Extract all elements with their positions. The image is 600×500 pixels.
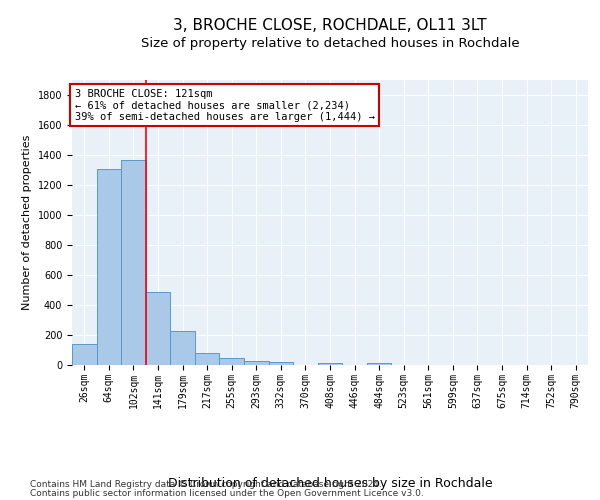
Y-axis label: Number of detached properties: Number of detached properties	[22, 135, 32, 310]
Bar	[195, 353, 220, 365]
Bar	[220, 358, 244, 365]
Text: 3 BROCHE CLOSE: 121sqm
← 61% of detached houses are smaller (2,234)
39% of semi-: 3 BROCHE CLOSE: 121sqm ← 61% of detached…	[74, 88, 374, 122]
Bar	[121, 160, 146, 365]
Bar	[72, 344, 97, 365]
Bar	[97, 168, 121, 365]
Text: Distribution of detached houses by size in Rochdale: Distribution of detached houses by size …	[167, 478, 493, 490]
Bar	[269, 362, 293, 365]
Text: Contains HM Land Registry data © Crown copyright and database right 2024.: Contains HM Land Registry data © Crown c…	[30, 480, 382, 489]
Text: 3, BROCHE CLOSE, ROCHDALE, OL11 3LT: 3, BROCHE CLOSE, ROCHDALE, OL11 3LT	[173, 18, 487, 32]
Bar	[244, 361, 269, 365]
Text: Contains public sector information licensed under the Open Government Licence v3: Contains public sector information licen…	[30, 488, 424, 498]
Bar	[146, 292, 170, 365]
Text: Size of property relative to detached houses in Rochdale: Size of property relative to detached ho…	[140, 38, 520, 51]
Bar	[318, 363, 342, 365]
Bar	[367, 363, 391, 365]
Bar	[170, 331, 195, 365]
